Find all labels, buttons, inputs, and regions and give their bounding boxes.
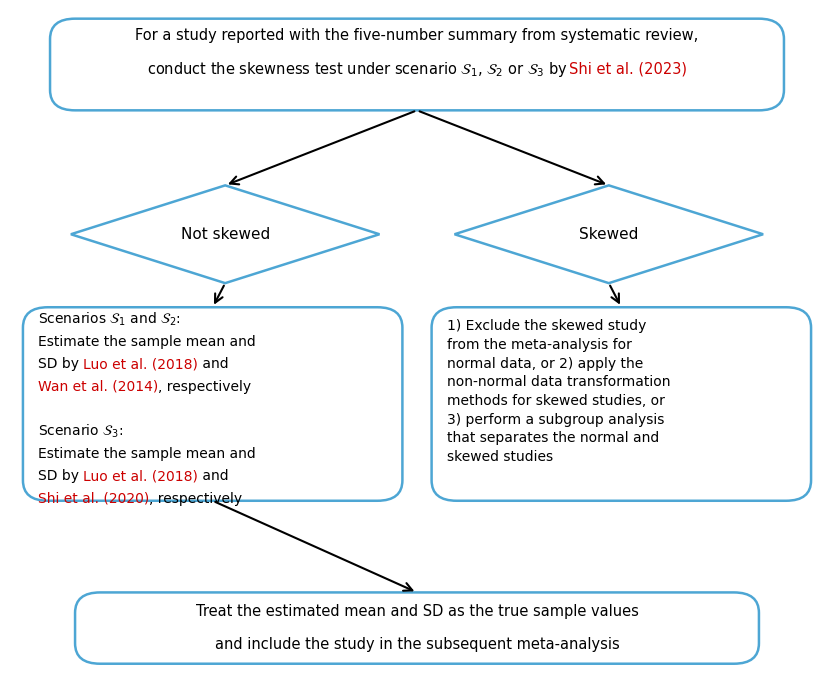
- Text: and: and: [198, 469, 229, 483]
- Text: and include the study in the subsequent meta-analysis: and include the study in the subsequent …: [214, 637, 620, 652]
- Text: 1) Exclude the skewed study
from the meta-analysis for
normal data, or 2) apply : 1) Exclude the skewed study from the met…: [447, 320, 670, 464]
- FancyBboxPatch shape: [75, 592, 759, 664]
- Text: conduct the skewness test under scenario $\mathcal{S}_1$, $\mathcal{S}_2$ or $\m: conduct the skewness test under scenario…: [148, 60, 569, 79]
- Text: For a study reported with the five-number summary from systematic review,: For a study reported with the five-numbe…: [135, 28, 699, 43]
- Text: , respectively: , respectively: [149, 492, 243, 506]
- FancyBboxPatch shape: [50, 19, 784, 110]
- Text: Treat the estimated mean and SD as the true sample values: Treat the estimated mean and SD as the t…: [195, 604, 639, 619]
- Text: Skewed: Skewed: [579, 227, 639, 242]
- Text: Wan et al. (2014): Wan et al. (2014): [38, 380, 158, 394]
- Text: Scenarios $\mathcal{S}_1$ and $\mathcal{S}_2$:: Scenarios $\mathcal{S}_1$ and $\mathcal{…: [38, 311, 181, 328]
- Text: Not skewed: Not skewed: [180, 227, 270, 242]
- Text: Luo et al. (2018): Luo et al. (2018): [83, 469, 198, 483]
- Polygon shape: [71, 185, 379, 283]
- Text: , respectively: , respectively: [158, 380, 251, 394]
- Text: and: and: [198, 357, 229, 371]
- Text: Luo et al. (2018): Luo et al. (2018): [83, 357, 198, 371]
- Text: Shi et al. (2023): Shi et al. (2023): [569, 62, 686, 77]
- Text: SD by: SD by: [38, 469, 83, 483]
- Text: Shi et al. (2020): Shi et al. (2020): [38, 492, 149, 506]
- Text: Estimate the sample mean and: Estimate the sample mean and: [38, 335, 256, 349]
- FancyBboxPatch shape: [432, 307, 811, 500]
- Polygon shape: [455, 185, 763, 283]
- FancyBboxPatch shape: [23, 307, 402, 500]
- Text: Estimate the sample mean and: Estimate the sample mean and: [38, 447, 256, 461]
- Text: SD by: SD by: [38, 357, 83, 371]
- Text: Scenario $\mathcal{S}_3$:: Scenario $\mathcal{S}_3$:: [38, 423, 123, 440]
